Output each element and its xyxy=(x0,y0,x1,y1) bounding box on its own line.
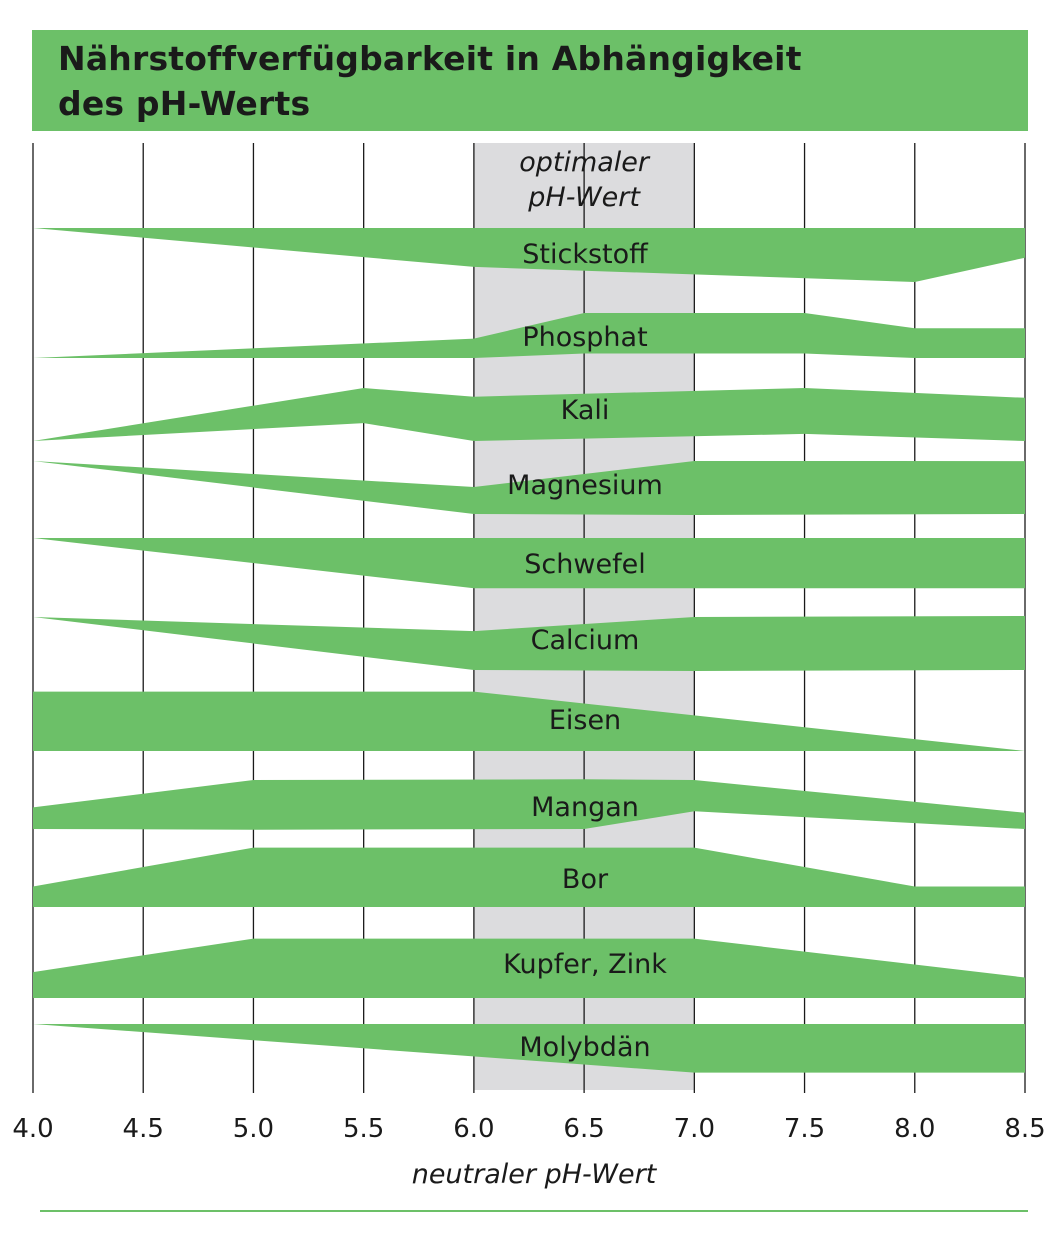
band-label-calcium: Calcium xyxy=(531,625,640,656)
band-stickstoff xyxy=(33,228,1025,282)
band-label-eisen: Eisen xyxy=(549,705,621,736)
x-tick-label: 7.5 xyxy=(784,1114,825,1144)
band-schwefel xyxy=(33,538,1025,589)
band-calcium xyxy=(33,616,1025,671)
band-kali xyxy=(33,388,1025,441)
band-bor xyxy=(33,847,1025,907)
x-tick-label: 5.5 xyxy=(343,1114,384,1144)
x-tick-label: 8.5 xyxy=(1004,1114,1045,1144)
x-tick-label: 5.0 xyxy=(233,1114,274,1144)
band-label-molybdaen: Molybdän xyxy=(519,1032,650,1063)
band-label-bor: Bor xyxy=(562,864,609,895)
band-molybdaen xyxy=(33,1024,1025,1073)
band-kupfer-zink xyxy=(33,938,1025,998)
bottom-divider xyxy=(40,1210,1028,1212)
x-tick-label: 4.0 xyxy=(12,1114,53,1144)
optimal-zone-label-line-1: optimaler xyxy=(519,147,651,178)
band-phosphat xyxy=(33,313,1025,358)
chart-title-line-1: Nährstoffverfügbarkeit in Abhängigkeit xyxy=(58,39,802,78)
chart-title: Nährstoffverfügbarkeit in Abhängigkeit d… xyxy=(32,30,1028,131)
band-magnesium xyxy=(33,461,1025,515)
band-label-stickstoff: Stickstoff xyxy=(522,239,649,270)
band-label-mangan: Mangan xyxy=(531,792,639,823)
band-label-magnesium: Magnesium xyxy=(507,470,663,501)
optimal-zone-label-line-2: pH-Wert xyxy=(527,182,641,213)
band-label-phosphat: Phosphat xyxy=(522,322,647,353)
band-label-kupfer-zink: Kupfer, Zink xyxy=(503,949,667,980)
x-tick-label: 6.0 xyxy=(453,1114,494,1144)
band-mangan xyxy=(33,779,1025,830)
x-tick-label: 4.5 xyxy=(123,1114,164,1144)
x-axis-label: neutraler pH-Wert xyxy=(412,1159,658,1190)
band-label-kali: Kali xyxy=(561,395,610,426)
x-tick-label: 7.0 xyxy=(674,1114,715,1144)
band-eisen xyxy=(33,691,1025,751)
x-tick-label: 8.0 xyxy=(894,1114,935,1144)
band-label-schwefel: Schwefel xyxy=(524,549,645,580)
chart-title-line-2: des pH-Werts xyxy=(58,84,311,123)
x-tick-label: 6.5 xyxy=(563,1114,604,1144)
